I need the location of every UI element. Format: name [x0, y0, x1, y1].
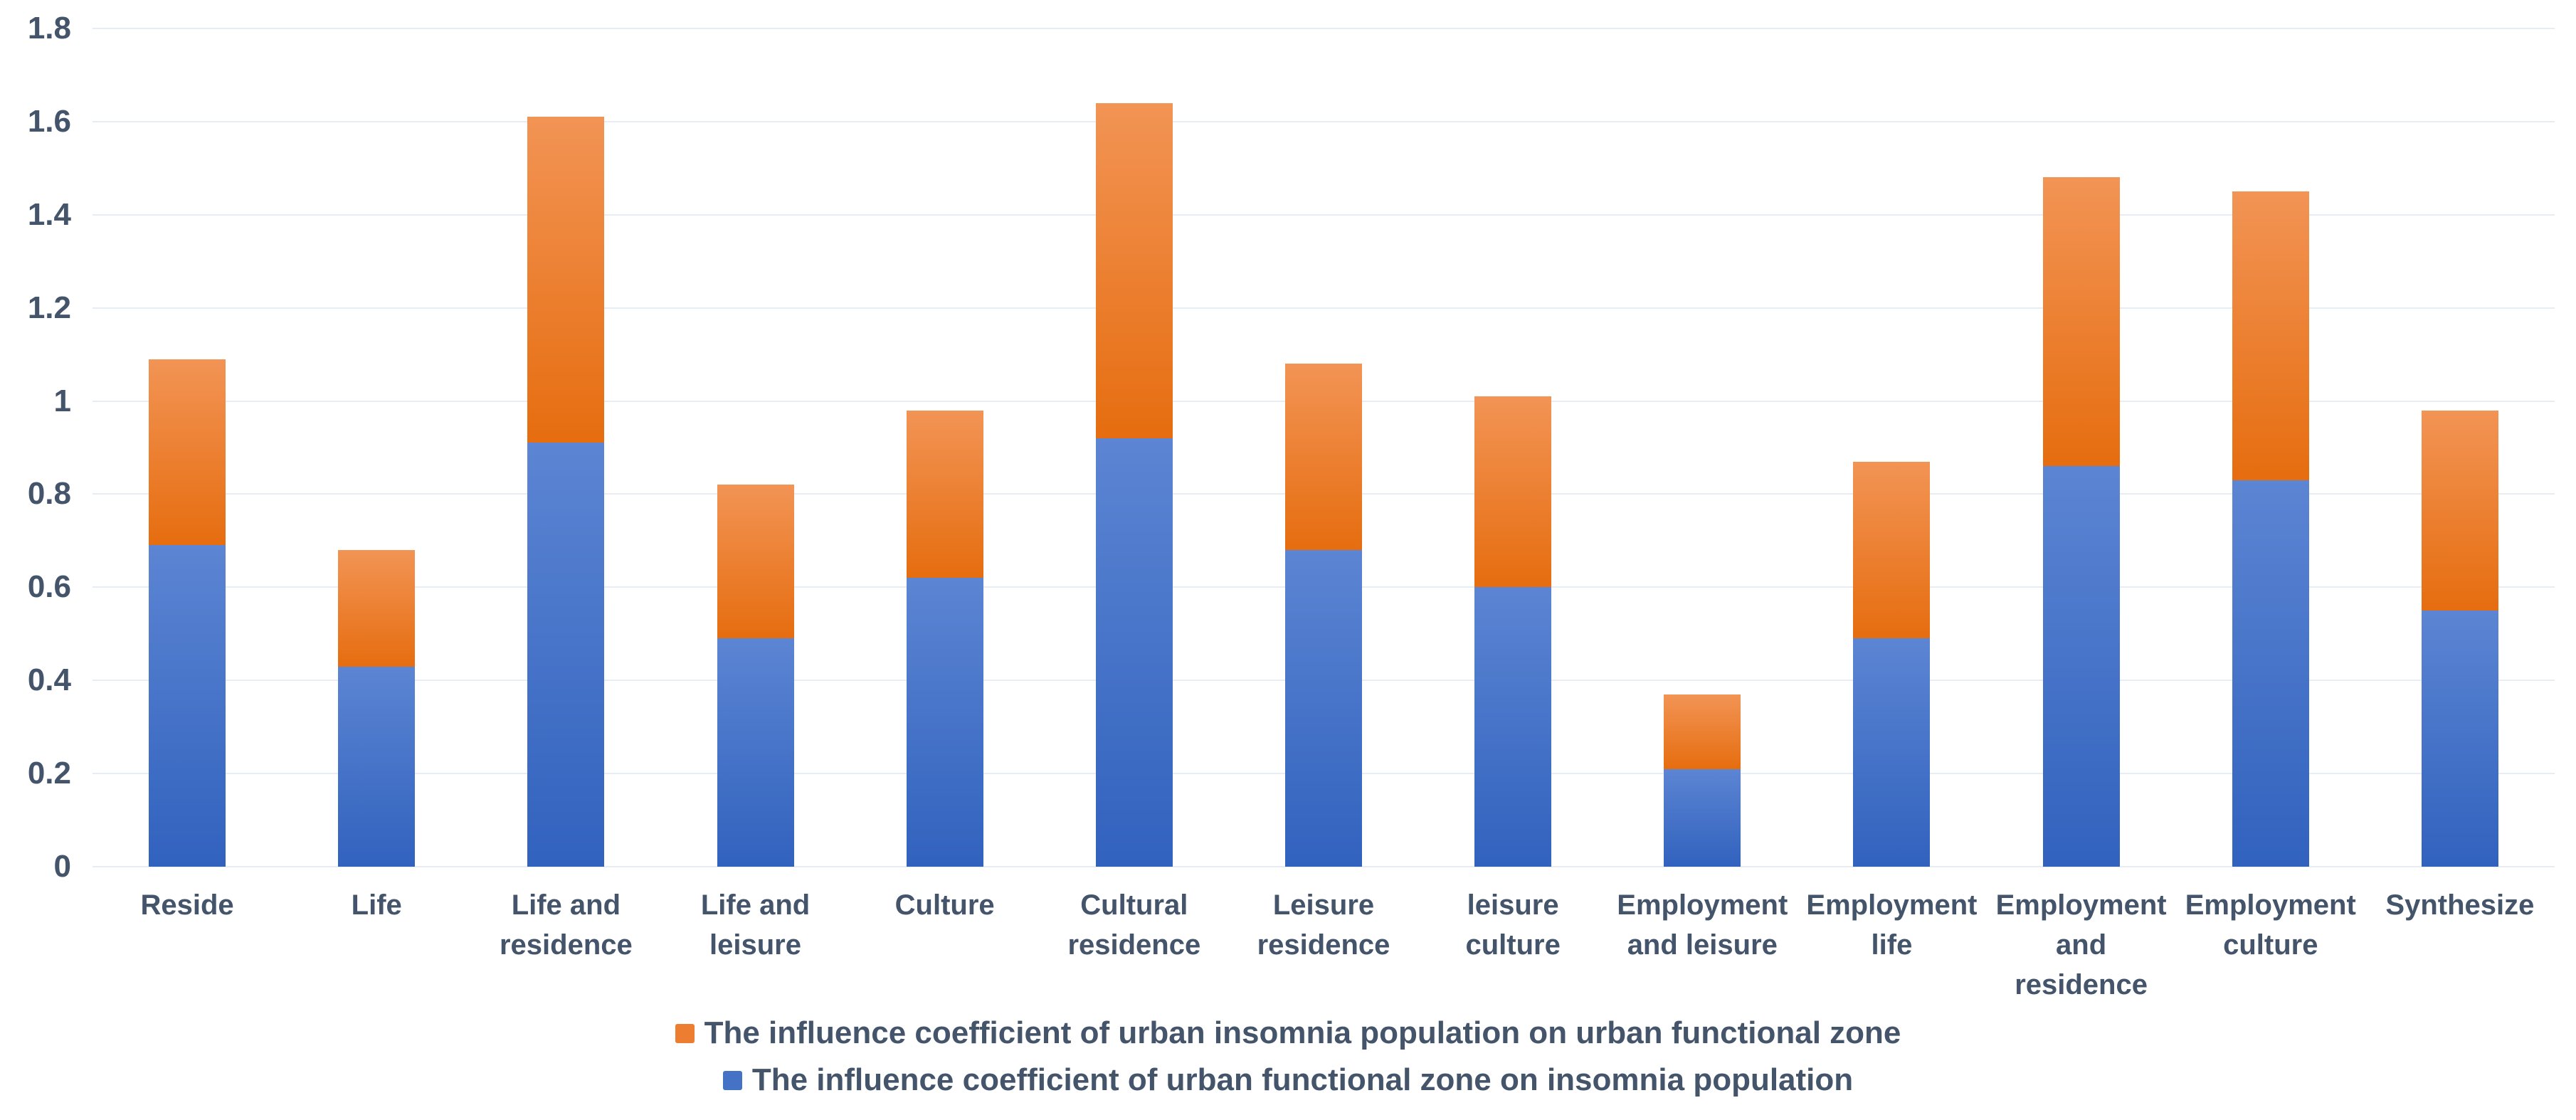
bar-segment-orange-life-and-leisure — [717, 485, 794, 639]
bar-segment-blue-reside — [149, 545, 226, 867]
x-axis-category-label-life-and-leisure: Life and leisure — [700, 889, 811, 961]
bar-segment-orange-synthesize — [2421, 410, 2498, 611]
x-axis-category-label-employment-and-leisure: Employment and leisure — [1617, 889, 1788, 961]
bar-segment-orange-employment-and-residence — [2042, 177, 2120, 467]
bar-segment-blue-life-and-leisure — [717, 638, 794, 867]
y-axis-tick-label: 1 — [53, 383, 71, 418]
bar-segment-blue-employment-and-leisure — [1664, 768, 1741, 867]
bar-segment-blue-leisure-residence — [1285, 549, 1362, 867]
y-axis-tick-label: 1.2 — [27, 290, 71, 325]
legend-label-blue: The influence coefficient of urban funct… — [751, 1062, 1854, 1097]
bar-segment-blue-cultural-residence — [1095, 438, 1173, 867]
gridline — [93, 28, 2555, 29]
x-axis-category-label-synthesize: Synthesize — [2385, 889, 2535, 921]
bar-segment-blue-life — [338, 666, 416, 867]
x-axis-category-label-leisure-culture: leisure culture — [1465, 889, 1561, 961]
x-axis-category-label-life-and-residence: Life and residence — [499, 889, 633, 961]
x-axis-category-label-leisure-residence: Leisure residence — [1257, 889, 1390, 961]
x-axis-category-label-employment-life: Employment life — [1806, 889, 1978, 961]
chart-legend: The influence coefficient of urban insom… — [0, 1013, 2576, 1100]
bar-segment-orange-life — [338, 549, 416, 667]
y-axis-tick-label: 0.6 — [27, 569, 71, 605]
bar-segment-orange-employment-life — [1853, 461, 1931, 639]
bar-segment-blue-employment-life — [1853, 638, 1931, 867]
bar-segment-blue-culture — [906, 578, 983, 867]
y-axis-tick-label: 1.8 — [27, 11, 71, 46]
gridline — [93, 866, 2555, 867]
y-axis-tick-label: 1.4 — [27, 196, 71, 232]
bar-segment-blue-employment-culture — [2232, 480, 2309, 867]
x-axis-category-label-life: Life — [351, 889, 402, 921]
x-axis-category-label-employment-culture: Employment culture — [2185, 889, 2356, 961]
y-axis-tick-label: 0.4 — [27, 662, 71, 698]
y-axis-tick-label: 1.6 — [27, 103, 71, 139]
legend-item-blue: The influence coefficient of urban funct… — [722, 1060, 1854, 1100]
gridline — [93, 213, 2555, 216]
bar-segment-orange-cultural-residence — [1095, 102, 1173, 438]
bar-segment-orange-leisure-culture — [1474, 396, 1552, 588]
legend-swatch-orange-icon — [675, 1023, 695, 1043]
bar-segment-orange-reside — [149, 359, 226, 546]
bar-segment-blue-employment-and-residence — [2042, 466, 2120, 867]
y-axis-tick-label: 0 — [53, 849, 71, 884]
legend-swatch-blue-icon — [722, 1070, 742, 1090]
bar-segment-orange-employment-and-leisure — [1664, 694, 1741, 769]
y-axis-tick-label: 0.8 — [27, 476, 71, 512]
bar-segment-blue-leisure-culture — [1474, 587, 1552, 867]
x-axis-category-label-employment-and-residence: Employment and residence — [1995, 889, 2167, 1000]
x-axis-category-label-cultural-residence: Cultural residence — [1067, 889, 1201, 961]
gridline — [93, 307, 2555, 309]
legend-item-orange: The influence coefficient of urban insom… — [675, 1013, 1901, 1053]
legend-label-orange: The influence coefficient of urban insom… — [704, 1015, 1901, 1050]
bar-segment-blue-synthesize — [2421, 611, 2498, 867]
gridline — [93, 120, 2555, 122]
bar-segment-orange-employment-culture — [2232, 191, 2309, 480]
x-axis-category-label-culture: Culture — [894, 889, 995, 921]
x-axis-category-label-reside: Reside — [140, 889, 234, 921]
y-axis-tick-label: 0.2 — [27, 756, 71, 791]
bar-segment-orange-culture — [906, 410, 983, 579]
bar-segment-orange-life-and-residence — [527, 117, 605, 443]
bar-segment-orange-leisure-residence — [1285, 364, 1362, 550]
bar-segment-blue-life-and-residence — [527, 443, 605, 867]
